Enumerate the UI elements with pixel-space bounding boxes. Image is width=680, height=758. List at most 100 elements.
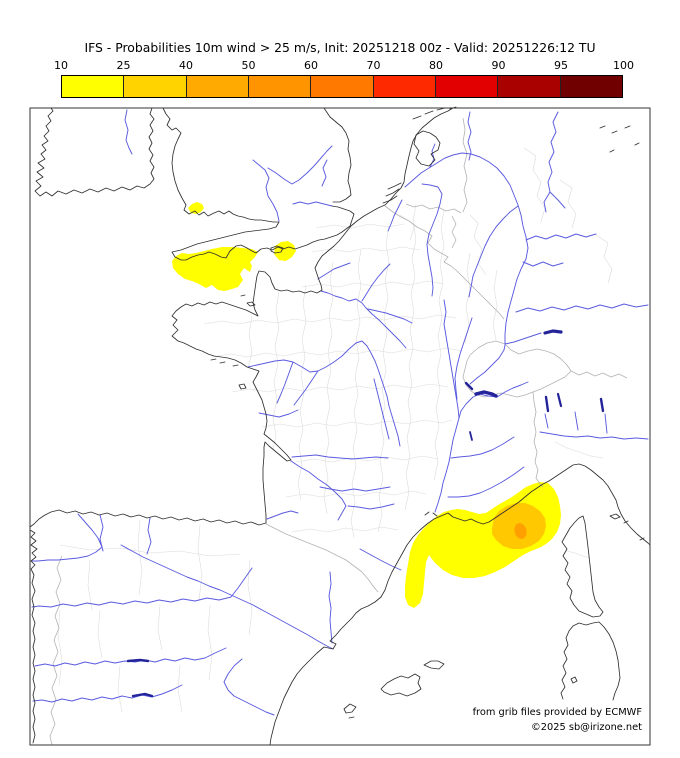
lakes — [464, 329, 605, 441]
legend-tick-label: 40 — [179, 59, 193, 72]
trent-river — [267, 145, 333, 185]
aare-river — [469, 344, 506, 385]
jucar-river — [223, 658, 275, 716]
legend-cell — [248, 76, 312, 97]
department-borders — [57, 147, 613, 713]
tarn-river — [347, 503, 395, 510]
lake-constance — [543, 329, 563, 335]
menorca-coast — [423, 660, 445, 670]
doubs-river — [454, 317, 473, 400]
celtic-sea-blob — [172, 247, 258, 291]
probability-color-scale — [61, 75, 623, 98]
england-east-coast — [323, 107, 352, 203]
legend-tick-label: 25 — [116, 59, 131, 72]
scheldt-river — [387, 199, 403, 232]
gulf-of-lion-spain-coast — [269, 515, 442, 746]
lake-annecy — [469, 431, 473, 441]
galicia-portugal-coast — [29, 529, 38, 744]
sardinia-lagoon — [570, 676, 578, 684]
moselle-river — [468, 205, 519, 298]
legend-tick-label: 10 — [54, 59, 68, 72]
ligurian-core-blob — [514, 523, 527, 539]
weser-river — [543, 111, 566, 213]
legend-tick-labels: 10 25 40 50 60 70 80 90 95 100 — [0, 59, 680, 73]
neckar-river — [522, 261, 564, 267]
france-atlantic-coast — [171, 204, 386, 524]
somme-river — [317, 262, 351, 280]
lot-river — [319, 486, 391, 492]
attribution: from grib files provided by ECMWF ©2025 … — [469, 703, 645, 737]
tajo-river — [34, 647, 227, 667]
saone-river — [443, 299, 460, 419]
legend-cell — [311, 76, 374, 97]
legend-tick-label: 70 — [366, 59, 381, 72]
attribution-source: from grib files provided by ECMWF — [472, 707, 642, 718]
lake-neuchatel — [464, 381, 474, 391]
legend-cell — [498, 76, 561, 97]
rivers — [31, 109, 649, 716]
spain-portugal-border — [49, 555, 63, 746]
segre-river — [328, 571, 333, 644]
legend-cell — [435, 76, 499, 97]
mallorca-coast — [380, 673, 422, 697]
legend-tick-label: 90 — [491, 59, 506, 72]
barrow-river — [124, 109, 133, 155]
alpine-borders — [570, 370, 628, 379]
france-belgium-germany-border — [384, 205, 505, 320]
sardinia-coast — [560, 621, 621, 701]
cher-river — [293, 370, 319, 406]
thames-river — [292, 201, 333, 207]
legend-cell — [560, 76, 622, 97]
legend-cell — [373, 76, 436, 97]
riviera-liguria-italy-coast — [440, 463, 651, 546]
guadiana-river — [32, 684, 183, 703]
belgium-germany-border — [451, 215, 457, 249]
spain-north-coast — [29, 509, 267, 528]
marne-river — [367, 308, 413, 324]
brittany-islets — [210, 358, 247, 390]
ijsselmeer-outline — [413, 130, 441, 167]
rhone-river — [434, 393, 498, 513]
danube-river — [515, 303, 649, 313]
durance-river — [447, 466, 525, 498]
switzerland-border — [462, 340, 572, 398]
great-britain-coast — [162, 107, 355, 261]
isere-river — [450, 436, 515, 459]
loire-river — [247, 340, 401, 447]
corsica-coast — [561, 515, 604, 618]
pembrokeshire-blob — [188, 202, 204, 214]
po-river — [539, 431, 649, 440]
legend-cell — [62, 76, 125, 97]
legend-tick-label: 60 — [304, 59, 318, 72]
coastlines — [29, 106, 651, 746]
lake-maggiore — [544, 395, 550, 413]
pyrenees-border — [265, 523, 379, 593]
netherlands-coast — [384, 107, 454, 206]
belgium-netherlands-border — [405, 203, 462, 214]
legend-tick-label: 50 — [241, 59, 256, 72]
dordogne-river — [291, 454, 389, 460]
france-italy-border — [532, 391, 544, 488]
attribution-copyright: ©2025 sb@irizone.net — [531, 722, 642, 733]
severn-river — [252, 159, 280, 222]
seine-river — [320, 290, 407, 349]
oise-river — [361, 263, 391, 302]
rhine-river — [404, 152, 542, 345]
adour-river — [266, 510, 299, 520]
ibiza-coast — [343, 703, 357, 719]
allier-river — [373, 378, 390, 440]
main-river — [525, 233, 597, 241]
probability-blobs — [172, 202, 561, 608]
figure-title: IFS - Probabilities 10m wind > 25 m/s, I… — [84, 40, 596, 55]
tajo-reservoir — [126, 658, 150, 663]
elba-islets — [609, 513, 645, 541]
vienne-river — [276, 361, 294, 404]
small-islets-germany — [599, 125, 640, 153]
ireland-coast — [34, 107, 155, 197]
country-borders — [49, 117, 628, 746]
gulf-of-lion-ligurian-blob — [405, 482, 561, 608]
legend-cell — [124, 76, 187, 97]
lake-garda — [599, 397, 605, 413]
legend-tick-label: 80 — [429, 59, 443, 72]
